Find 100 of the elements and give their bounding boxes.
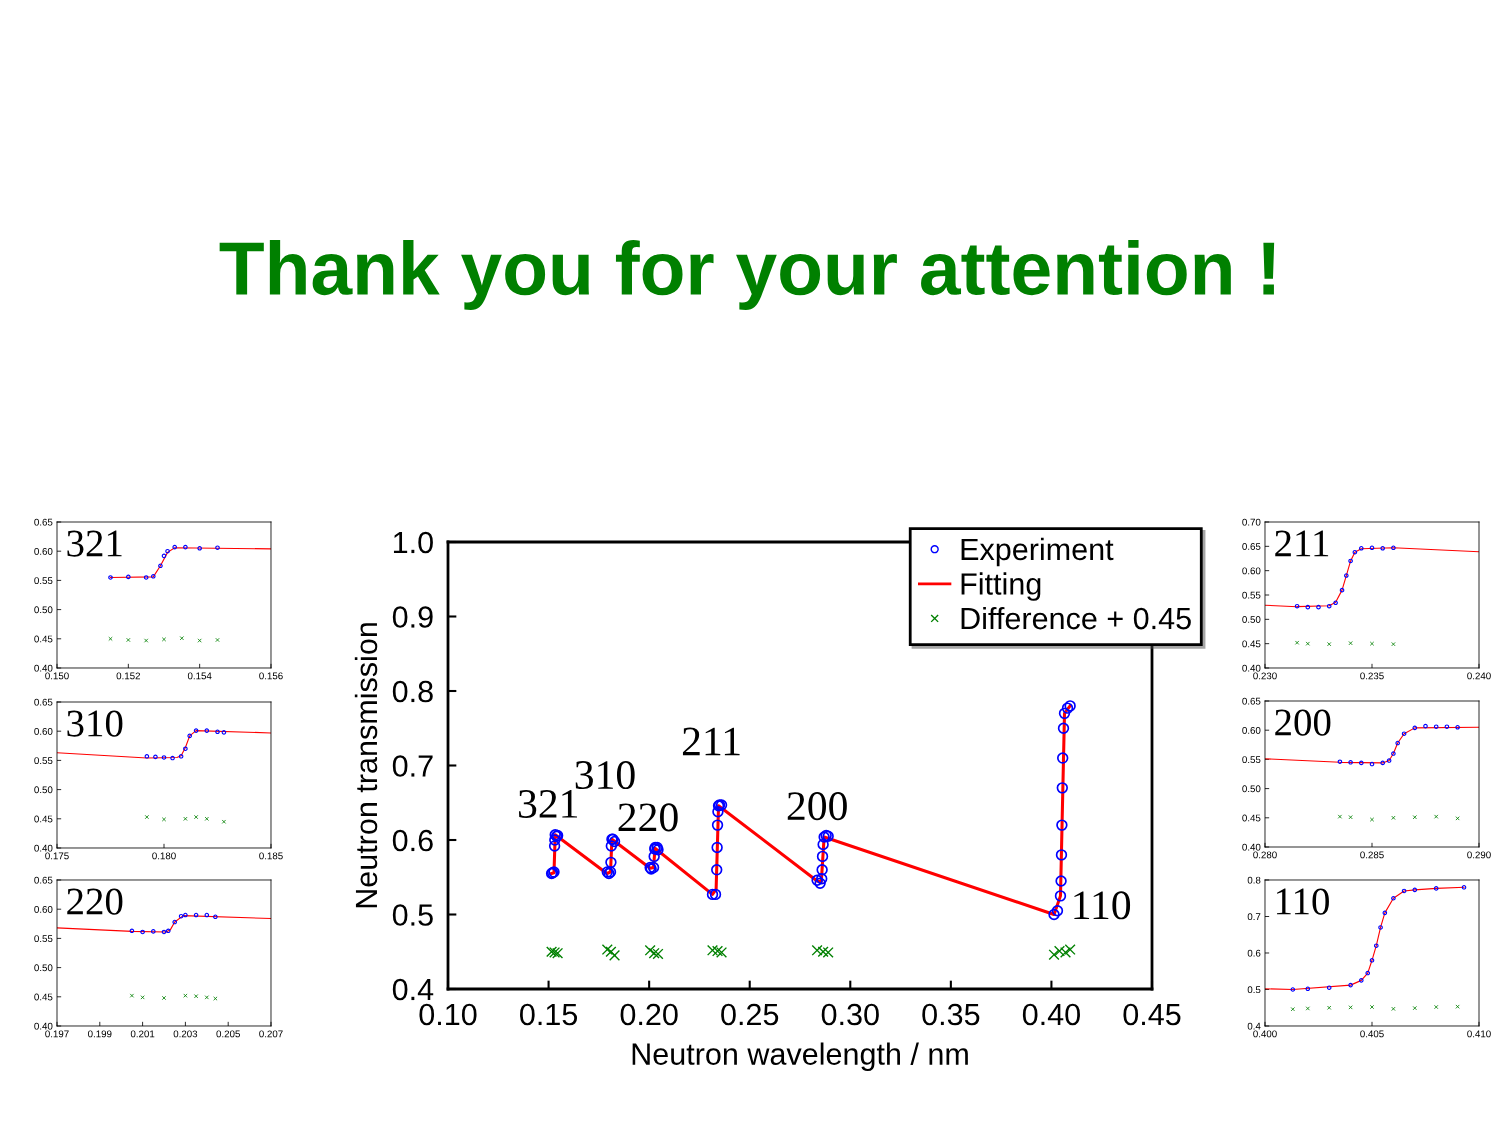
point (170, 755, 175, 761)
y-tick-label: 0.65 (34, 698, 53, 706)
point (1348, 558, 1353, 564)
x-axis-title: Neutron wavelength / nm (632, 1042, 968, 1071)
y-tick-label: 0.40 (34, 664, 53, 672)
annotation: 310 (67, 710, 123, 737)
point (1326, 985, 1332, 990)
point (178, 754, 184, 759)
y-tick-label: 0.5 (392, 904, 433, 926)
point (1455, 724, 1460, 730)
point (1054, 890, 1067, 902)
y-tick-label: 0.9 (392, 606, 433, 628)
point (1305, 986, 1311, 992)
annotation: 321 (67, 530, 122, 557)
point (1055, 849, 1068, 861)
y-tick-label: 0.50 (34, 606, 53, 614)
x-tick-label: 0.156 (259, 672, 283, 680)
point (648, 850, 660, 863)
point (108, 575, 113, 580)
point (1433, 724, 1439, 729)
x-tick-label: 0.205 (216, 1030, 240, 1038)
y-tick-label: 0.65 (1242, 697, 1261, 705)
point (1380, 760, 1385, 766)
y-tick-label: 0.6 (392, 829, 433, 852)
x-tick-label: 0.400 (1253, 1030, 1277, 1038)
point (605, 840, 618, 852)
x-tick-label: 0.185 (259, 852, 283, 860)
point (712, 805, 724, 818)
x-tick-label: 0.154 (187, 672, 212, 680)
y-tick-label: 0.50 (1242, 616, 1261, 623)
x-tick-label: 0.15 (520, 1003, 578, 1026)
y-tick-label: 0.55 (34, 577, 53, 585)
point (153, 754, 158, 760)
legend-label: Fitting (961, 572, 1041, 601)
point (151, 574, 156, 579)
annotation: 321 (519, 789, 578, 818)
point (817, 838, 829, 851)
point (129, 928, 135, 934)
point (1373, 943, 1379, 948)
point (644, 944, 656, 956)
y-tick-label: 0.60 (1242, 726, 1261, 734)
point (1352, 549, 1358, 555)
y-tick-label: 0.4 (392, 978, 434, 1001)
x-tick-label: 0.290 (1467, 851, 1491, 859)
point (183, 912, 188, 918)
x-tick-label: 0.203 (173, 1030, 198, 1038)
point (711, 864, 723, 876)
point (1051, 905, 1064, 917)
y-tick-label: 0.55 (1242, 756, 1261, 764)
y-tick-label: 0.55 (1242, 591, 1261, 599)
y-tick-label: 0.45 (34, 993, 53, 1001)
point (213, 914, 218, 920)
y-tick-label: 0.45 (34, 815, 53, 823)
point (1444, 724, 1450, 729)
point (1395, 740, 1400, 746)
y-tick-label: 0.7 (392, 755, 433, 777)
x-tick-label: 0.285 (1360, 851, 1384, 859)
x-tick-label: 0.45 (1123, 1003, 1181, 1026)
annotation: 110 (1276, 888, 1329, 915)
y-tick-label: 0.60 (34, 905, 53, 913)
point (193, 728, 199, 733)
point (172, 544, 177, 550)
point (1391, 751, 1396, 756)
point (1333, 600, 1338, 606)
annotation: 200 (1275, 709, 1331, 736)
point (1382, 910, 1388, 916)
legend-label: Experiment (961, 537, 1114, 567)
point (1359, 545, 1364, 551)
x-tick-label: 0.199 (88, 1030, 112, 1038)
point (711, 945, 724, 957)
point (1433, 886, 1439, 891)
chart-title: Thank you for your attention ! (219, 240, 1275, 310)
point (1380, 545, 1385, 551)
point (816, 850, 829, 863)
x-tick-label: 0.201 (130, 1030, 155, 1038)
x-tick-label: 0.175 (45, 852, 69, 860)
point (144, 754, 150, 759)
x-tick-label: 0.230 (1253, 672, 1277, 680)
y-tick-label: 0.55 (34, 935, 53, 943)
y-tick-label: 0.60 (34, 727, 53, 735)
annotation: 200 (787, 792, 847, 821)
y-tick-label: 0.65 (1242, 543, 1261, 550)
point (215, 729, 220, 735)
point (1412, 887, 1418, 893)
point (221, 730, 227, 735)
x-tick-label: 0.410 (1467, 1030, 1491, 1038)
point (172, 919, 177, 925)
y-tick-label: 1.0 (393, 531, 433, 554)
x-tick-label: 0.152 (116, 672, 141, 680)
point (1056, 782, 1068, 794)
x-tick-label: 0.180 (152, 852, 176, 860)
x-tick-label: 0.240 (1467, 672, 1491, 680)
point (711, 819, 724, 831)
x-tick-label: 0.35 (922, 1003, 980, 1026)
point (126, 574, 131, 580)
point (1423, 723, 1428, 729)
y-tick-label: 0.50 (1242, 785, 1261, 793)
point (1290, 987, 1296, 992)
x-tick-label: 0.30 (821, 1003, 879, 1026)
point (215, 545, 220, 550)
